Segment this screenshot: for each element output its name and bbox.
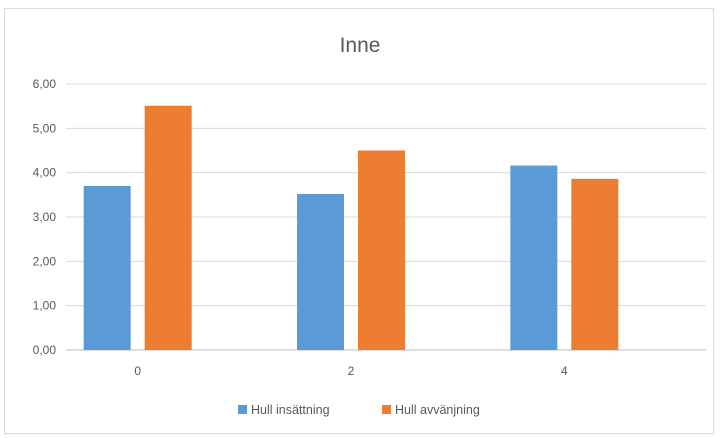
bar: [358, 150, 405, 350]
legend-label: Hull avvänjning: [395, 403, 480, 417]
chart-title: Inne: [340, 34, 381, 57]
x-tick-label: 0: [134, 364, 141, 378]
bar: [297, 193, 344, 350]
y-tick-label: 1,00: [33, 299, 57, 313]
bars: [83, 105, 619, 351]
legend-swatch: [238, 405, 247, 414]
y-tick-label: 3,00: [33, 210, 57, 224]
y-tick-label: 5,00: [33, 121, 57, 135]
bar: [144, 105, 192, 351]
bar: [510, 165, 558, 350]
x-tick-label: 2: [348, 364, 355, 378]
x-axis-ticks: 0 2 4: [134, 364, 568, 378]
x-tick-label: 4: [561, 364, 568, 378]
bar: [571, 178, 619, 350]
legend: Hull insättning Hull avvänjning: [238, 403, 480, 417]
y-tick-label: 2,00: [33, 254, 57, 268]
legend-label: Hull insättning: [251, 403, 330, 417]
legend-swatch: [382, 405, 391, 414]
y-axis-ticks: 0,00 1,00 2,00 3,00 4,00 5,00 6,00: [33, 77, 57, 357]
y-tick-label: 6,00: [33, 77, 57, 91]
y-tick-label: 0,00: [33, 343, 57, 357]
y-tick-label: 4,00: [33, 166, 57, 180]
bar: [83, 185, 131, 350]
